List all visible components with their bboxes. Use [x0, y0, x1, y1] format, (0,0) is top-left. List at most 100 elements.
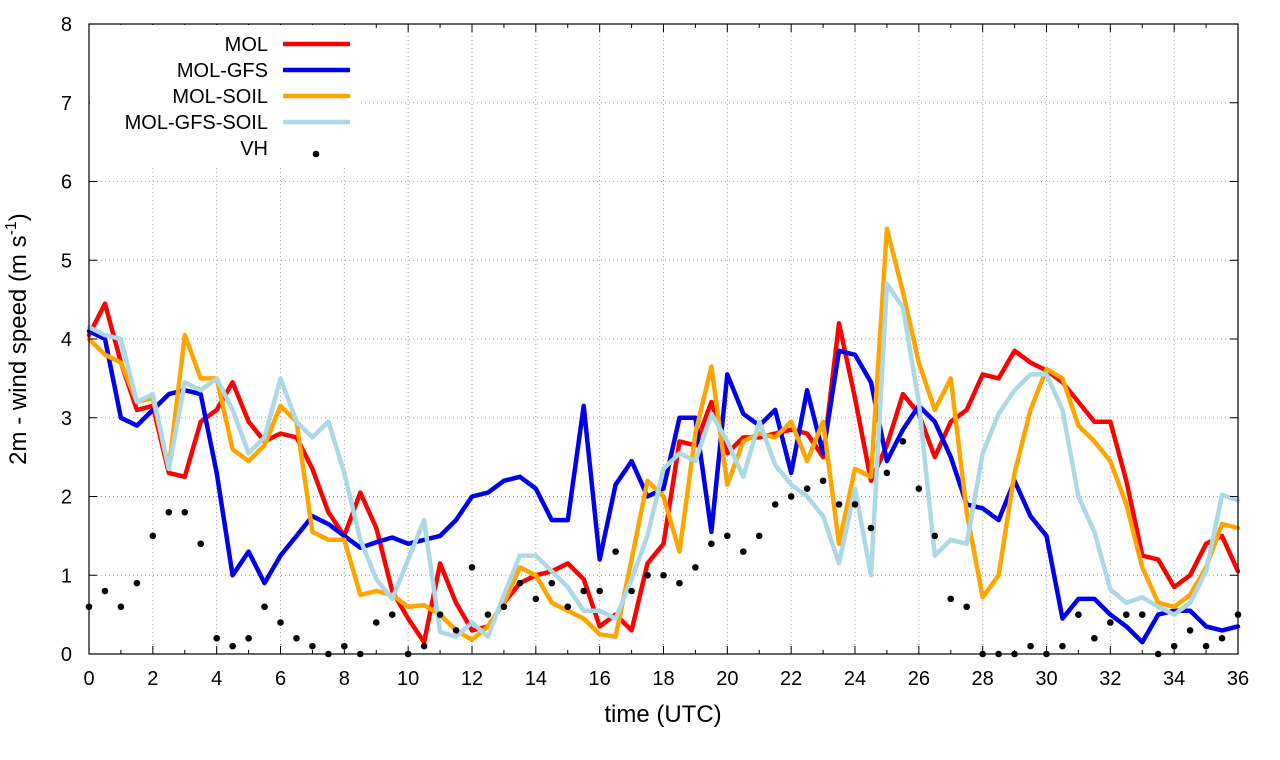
- vh-data-point: [1218, 634, 1226, 642]
- vh-data-point: [564, 603, 572, 611]
- vh-data-point: [197, 540, 205, 548]
- series-line-mol-soil: [86, 226, 1241, 643]
- vh-data-point: [468, 564, 476, 571]
- vh-data-point: [660, 571, 667, 579]
- x-tick-label: 10: [397, 668, 419, 690]
- vh-data-point: [181, 508, 189, 516]
- series-line-mol-gfs-soil: [86, 281, 1241, 639]
- vh-data-point: [803, 485, 811, 492]
- vh-data-point: [133, 579, 141, 587]
- vh-data-point: [692, 564, 699, 571]
- legend-swatch-vh: [312, 150, 320, 158]
- vh-data-point: [676, 579, 683, 587]
- vh-data-point: [1202, 642, 1210, 650]
- x-tick-label: 20: [716, 668, 738, 690]
- vh-data-point: [1186, 627, 1194, 634]
- vh-data-point: [229, 642, 236, 650]
- y-tick-label: 3: [61, 408, 72, 430]
- vh-data-point: [213, 634, 220, 642]
- y-tick-label: 8: [61, 14, 72, 36]
- vh-data-point: [149, 532, 157, 540]
- vh-data-point: [452, 627, 460, 634]
- x-tick-label: 36: [1227, 668, 1249, 690]
- y-axis-title: 2m - wind speed (m s-1): [3, 213, 32, 465]
- vh-data-point: [516, 579, 524, 587]
- legend-label-mol-soil: MOL-SOIL: [172, 86, 268, 108]
- vh-data-point: [851, 501, 859, 508]
- vh-data-point: [532, 595, 540, 603]
- x-tick-label: 12: [461, 668, 483, 690]
- x-tick-label: 2: [147, 668, 158, 690]
- vh-data-point: [947, 595, 955, 603]
- vh-data-point: [931, 532, 939, 540]
- x-tick-label: 34: [1163, 668, 1185, 690]
- y-tick-label: 7: [61, 93, 72, 115]
- legend-label-mol: MOL: [225, 34, 268, 56]
- vh-data-point: [755, 532, 763, 540]
- x-tick-label: 16: [589, 668, 611, 690]
- x-tick-label: 6: [275, 668, 286, 690]
- vh-data-point: [819, 477, 827, 485]
- vh-data-point: [277, 619, 284, 626]
- series-layer: [85, 226, 1242, 658]
- vh-data-point: [628, 587, 635, 595]
- series-line-mol-gfs: [86, 328, 1241, 645]
- vh-data-point: [388, 611, 396, 618]
- vh-data-point: [1138, 611, 1146, 618]
- vh-data-point: [787, 493, 795, 500]
- x-tick-label: 4: [211, 668, 222, 690]
- vh-data-point: [245, 634, 252, 642]
- vh-data-point: [580, 587, 588, 595]
- vh-data-point: [1091, 634, 1098, 642]
- vh-data-point: [963, 603, 971, 611]
- vh-data-point: [1107, 619, 1114, 626]
- axis-ticks: 0 2 4 6 8 10 12 14 16 18 20 22 24 26 28 30 32 34 360123456…: [61, 14, 1249, 690]
- y-axis-title-exponent: -1: [3, 221, 20, 235]
- vh-data-point: [1122, 611, 1130, 618]
- vh-data-point: [500, 603, 508, 611]
- vh-data-point: [596, 587, 603, 595]
- x-tick-label: 26: [908, 668, 930, 690]
- vh-data-point: [899, 438, 907, 445]
- x-tick-label: 14: [525, 668, 547, 690]
- y-tick-label: 6: [61, 172, 72, 194]
- y-tick-label: 5: [61, 250, 72, 272]
- x-tick-label: 32: [1099, 668, 1121, 690]
- y-axis-title-close: ): [5, 213, 32, 221]
- vh-data-point: [309, 642, 316, 650]
- vh-data-point: [372, 619, 380, 626]
- vh-data-point: [293, 634, 300, 642]
- vh-data-point: [1059, 642, 1066, 650]
- x-axis-title: time (UTC): [604, 701, 721, 728]
- vh-data-point: [883, 469, 891, 477]
- vh-data-point: [436, 611, 444, 618]
- legend: MOL MOL-GFS MOL-SOIL MOL-GFS-SOIL VH: [90, 25, 360, 165]
- x-tick-label: 30: [1035, 668, 1057, 690]
- vh-data-point: [261, 603, 268, 611]
- y-tick-label: 4: [61, 329, 72, 351]
- x-tick-label: 24: [844, 668, 866, 690]
- y-axis-title-main: 2m - wind speed (m s: [5, 235, 32, 464]
- vh-data-point: [484, 611, 492, 618]
- legend-label-mol-gfs-soil: MOL-GFS-SOIL: [125, 112, 268, 134]
- vh-data-point: [612, 548, 619, 555]
- vh-data-point: [1027, 642, 1034, 650]
- y-tick-label: 1: [61, 565, 72, 587]
- vh-data-point: [1075, 611, 1082, 618]
- x-tick-label: 8: [339, 668, 350, 690]
- x-tick-label: 18: [652, 668, 674, 690]
- x-tick-label: 28: [972, 668, 994, 690]
- vh-data-point: [915, 485, 923, 492]
- legend-label-mol-gfs: MOL-GFS: [177, 60, 268, 82]
- y-tick-label: 2: [61, 487, 72, 509]
- vh-data-point: [420, 642, 428, 650]
- vh-data-point: [867, 524, 875, 532]
- vh-data-point: [117, 603, 125, 611]
- vh-data-point: [548, 579, 556, 587]
- y-tick-label: 0: [61, 644, 72, 666]
- vh-data-point: [771, 501, 779, 508]
- vh-data-point: [835, 501, 843, 508]
- legend-label-vh: VH: [240, 138, 268, 160]
- vh-data-point: [739, 548, 747, 555]
